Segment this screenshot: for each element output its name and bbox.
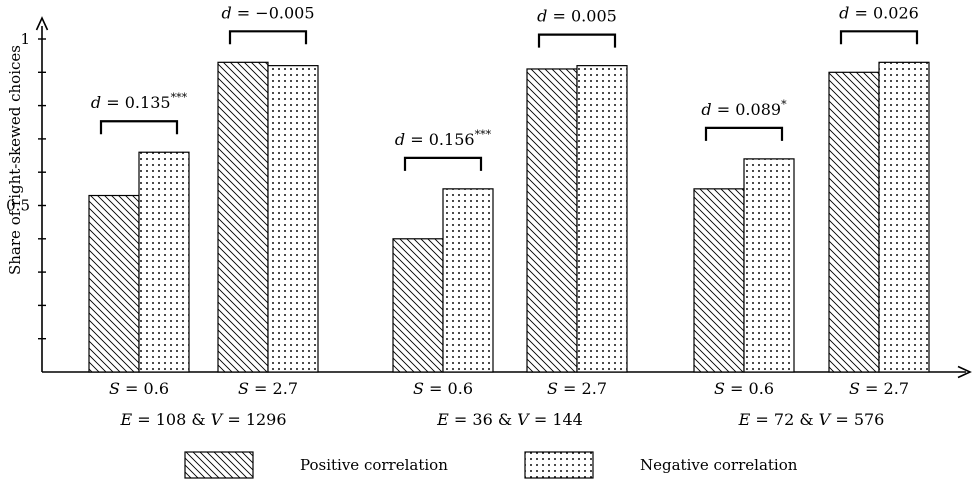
- x-category-label: S = 2.7: [849, 379, 909, 398]
- x-group-label: E = 36 & V = 144: [436, 410, 583, 429]
- x-group-label: E = 72 & V = 576: [738, 410, 885, 429]
- difference-bracket: [537, 33, 617, 48]
- bar-positive-correlation: [392, 238, 444, 373]
- bar-positive-correlation: [88, 194, 140, 373]
- y-ticks: 0.51: [6, 30, 46, 340]
- x-category-label: S = 0.6: [109, 379, 169, 398]
- x-group-label: E = 108 & V = 1296: [119, 410, 286, 429]
- difference-label: d = 0.089*: [701, 98, 787, 119]
- bar-negative-correlation: [138, 151, 190, 373]
- y-tick-label: 1: [20, 30, 30, 48]
- difference-bracket: [839, 30, 919, 45]
- difference-label: d = 0.026: [839, 3, 919, 22]
- x-category-label: S = 0.6: [413, 379, 473, 398]
- difference-brackets: d = 0.135*** d = −0.005 d = 0.156*** d = 0.…: [91, 3, 919, 171]
- difference-label: d = −0.005: [221, 3, 314, 22]
- bar-positive-correlation: [828, 71, 880, 373]
- difference-label: d = 0.135***: [91, 91, 188, 112]
- bar-negative-correlation: [267, 65, 319, 373]
- bar-negative-correlation: [878, 61, 930, 373]
- bar-negative-correlation: [576, 65, 628, 373]
- x-axis-arrow: [957, 365, 972, 379]
- bar-negative-correlation: [743, 158, 795, 373]
- legend: Positive correlation Negative correlatio…: [184, 451, 798, 479]
- bar-positive-correlation: [526, 68, 578, 373]
- bars: [88, 61, 930, 373]
- x-category-label: S = 2.7: [238, 379, 298, 398]
- difference-bracket: [704, 126, 784, 141]
- difference-label: d = 0.156***: [395, 128, 492, 149]
- y-axis-arrow: [35, 16, 49, 31]
- difference-label: d = 0.005: [537, 7, 617, 26]
- x-labels: S = 0.6 S = 2.7 E = 108 & V = 1296 S = 0.6 S…: [109, 379, 909, 429]
- legend-label-positive-correlation: Positive correlation: [300, 456, 448, 474]
- y-tick-label: 0.5: [6, 197, 30, 215]
- legend-swatch-positive-correlation: [184, 451, 254, 479]
- bar-negative-correlation: [442, 188, 494, 373]
- x-category-label: S = 2.7: [547, 379, 607, 398]
- difference-bracket: [99, 120, 179, 135]
- bar-positive-correlation: [217, 61, 269, 373]
- legend-swatch-negative-correlation: [524, 451, 594, 479]
- bar-positive-correlation: [693, 188, 745, 373]
- y-axis-title: Share of right-skewed choices: [6, 45, 24, 275]
- difference-bracket: [403, 156, 483, 171]
- legend-label-negative-correlation: Negative correlation: [640, 456, 798, 474]
- difference-bracket: [228, 30, 308, 45]
- x-category-label: S = 0.6: [714, 379, 774, 398]
